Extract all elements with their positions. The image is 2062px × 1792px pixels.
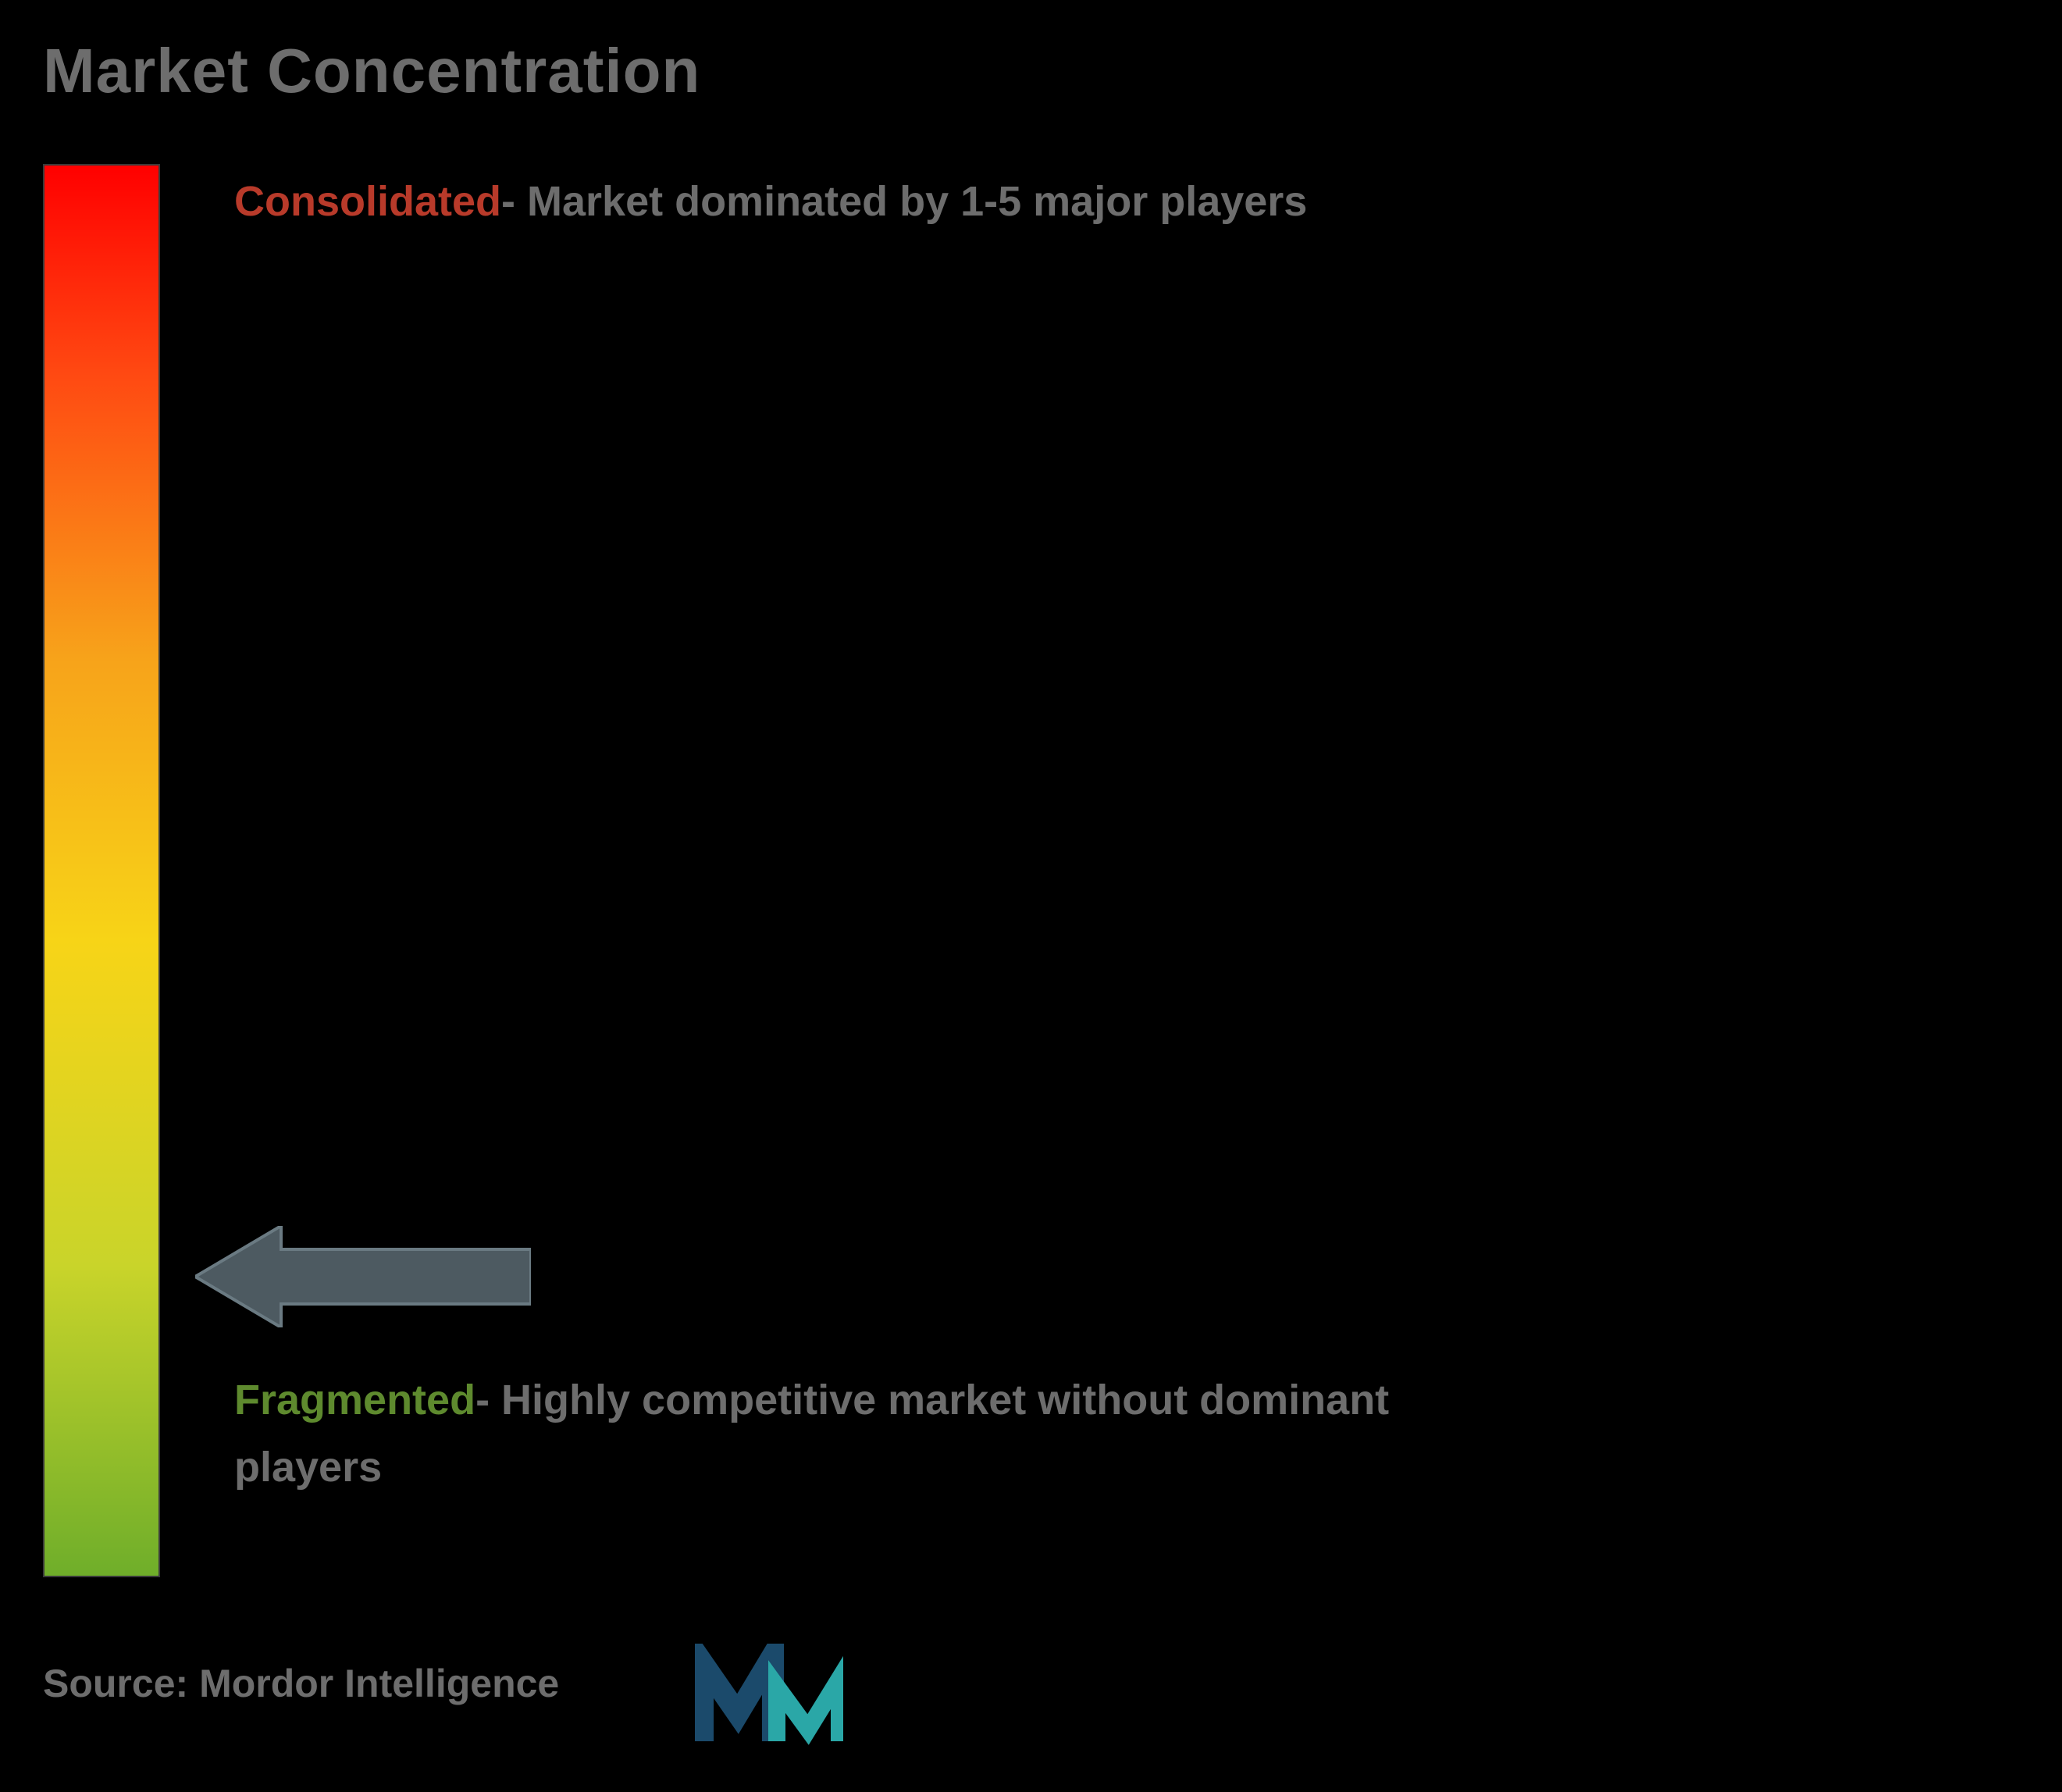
source-value: Mordor Intelligence bbox=[199, 1662, 559, 1705]
market-position-arrow bbox=[195, 1226, 531, 1331]
mordor-logo-icon bbox=[695, 1644, 843, 1745]
mordor-logo bbox=[695, 1644, 843, 1749]
arrow-shape bbox=[195, 1226, 531, 1327]
consolidated-label-row: Consolidated - Market dominated by 1-5 m… bbox=[234, 168, 2015, 235]
gradient-svg bbox=[45, 166, 158, 1576]
fragmented-line1: Fragmented - Highly competitive market w… bbox=[234, 1366, 1389, 1434]
fragmented-desc-1: - Highly competitive market without domi… bbox=[475, 1366, 1389, 1434]
fragmented-key: Fragmented bbox=[234, 1366, 475, 1434]
fragmented-label-row: Fragmented - Highly competitive market w… bbox=[234, 1366, 2015, 1502]
logo-accent-stroke bbox=[777, 1679, 839, 1741]
gradient-rect bbox=[45, 166, 158, 1576]
fragmented-desc-2: players bbox=[234, 1434, 382, 1501]
concentration-gradient-bar bbox=[43, 164, 160, 1577]
chart-title: Market Concentration bbox=[43, 35, 700, 107]
consolidated-desc: - Market dominated by 1-5 major players bbox=[501, 168, 1307, 235]
consolidated-key: Consolidated bbox=[234, 168, 501, 235]
source-line: Source: Mordor Intelligence bbox=[43, 1661, 559, 1706]
logo-m-stroke bbox=[703, 1655, 773, 1741]
arrow-left-icon bbox=[195, 1226, 531, 1327]
source-label: Source: bbox=[43, 1662, 199, 1705]
